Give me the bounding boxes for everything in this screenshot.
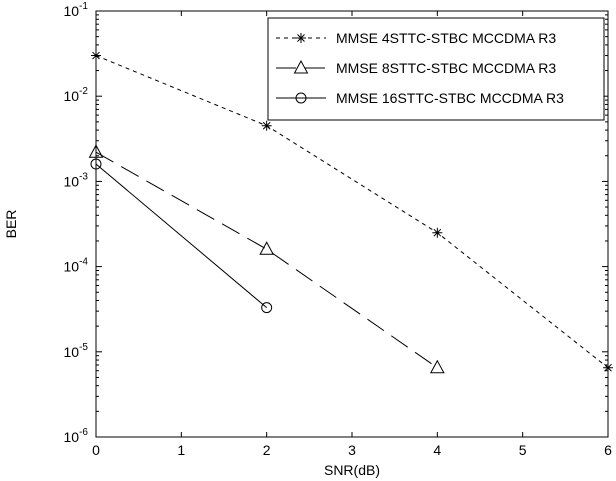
y-tick-label: 10-4: [64, 257, 89, 275]
x-tick-label: 2: [263, 442, 271, 458]
x-axis: 0 1 2 3 4 5 6: [92, 11, 612, 458]
x-tick-label: 6: [604, 442, 612, 458]
data-point-star: [432, 227, 443, 238]
y-tick-label: 10-1: [64, 1, 89, 19]
x-tick-label: 0: [92, 442, 100, 458]
data-point-circle: [90, 158, 102, 170]
data-point-star: [261, 120, 272, 131]
x-tick-label: 4: [433, 442, 441, 458]
data-point-star: [603, 362, 613, 373]
legend-label: MMSE 16STTC-STBC MCCDMA R3: [336, 90, 564, 106]
y-axis-label: BER: [3, 210, 19, 239]
data-point-star: [91, 50, 101, 61]
legend: MMSE 4STTC-STBC MCCDMA R3 MMSE 8STTC-STBC…: [267, 17, 605, 121]
legend-marker-triangle: [293, 59, 309, 74]
series-line: [95, 151, 438, 369]
y-tick-label: 10-3: [64, 171, 89, 189]
x-tick-label: 3: [348, 442, 356, 458]
data-point-triangle: [429, 359, 445, 374]
y-tick-label: 10-2: [64, 86, 89, 104]
legend-box: [267, 17, 605, 121]
x-axis-label: SNR(dB): [324, 462, 380, 478]
y-tick-label: 10-6: [64, 427, 89, 445]
data-point-circle: [261, 302, 273, 314]
x-tick-label: 5: [519, 442, 527, 458]
legend-marker-star: [296, 33, 306, 43]
legend-label: MMSE 4STTC-STBC MCCDMA R3: [336, 30, 556, 46]
data-point-triangle: [88, 144, 104, 158]
series-line: [95, 163, 267, 309]
x-tick-label: 1: [177, 442, 185, 458]
y-tick-label: 10-5: [64, 342, 89, 360]
data-point-triangle: [259, 241, 275, 255]
series-layer: [88, 50, 613, 374]
legend-label: MMSE 8STTC-STBC MCCDMA R3: [336, 60, 556, 76]
legend-marker-circle: [295, 92, 307, 104]
